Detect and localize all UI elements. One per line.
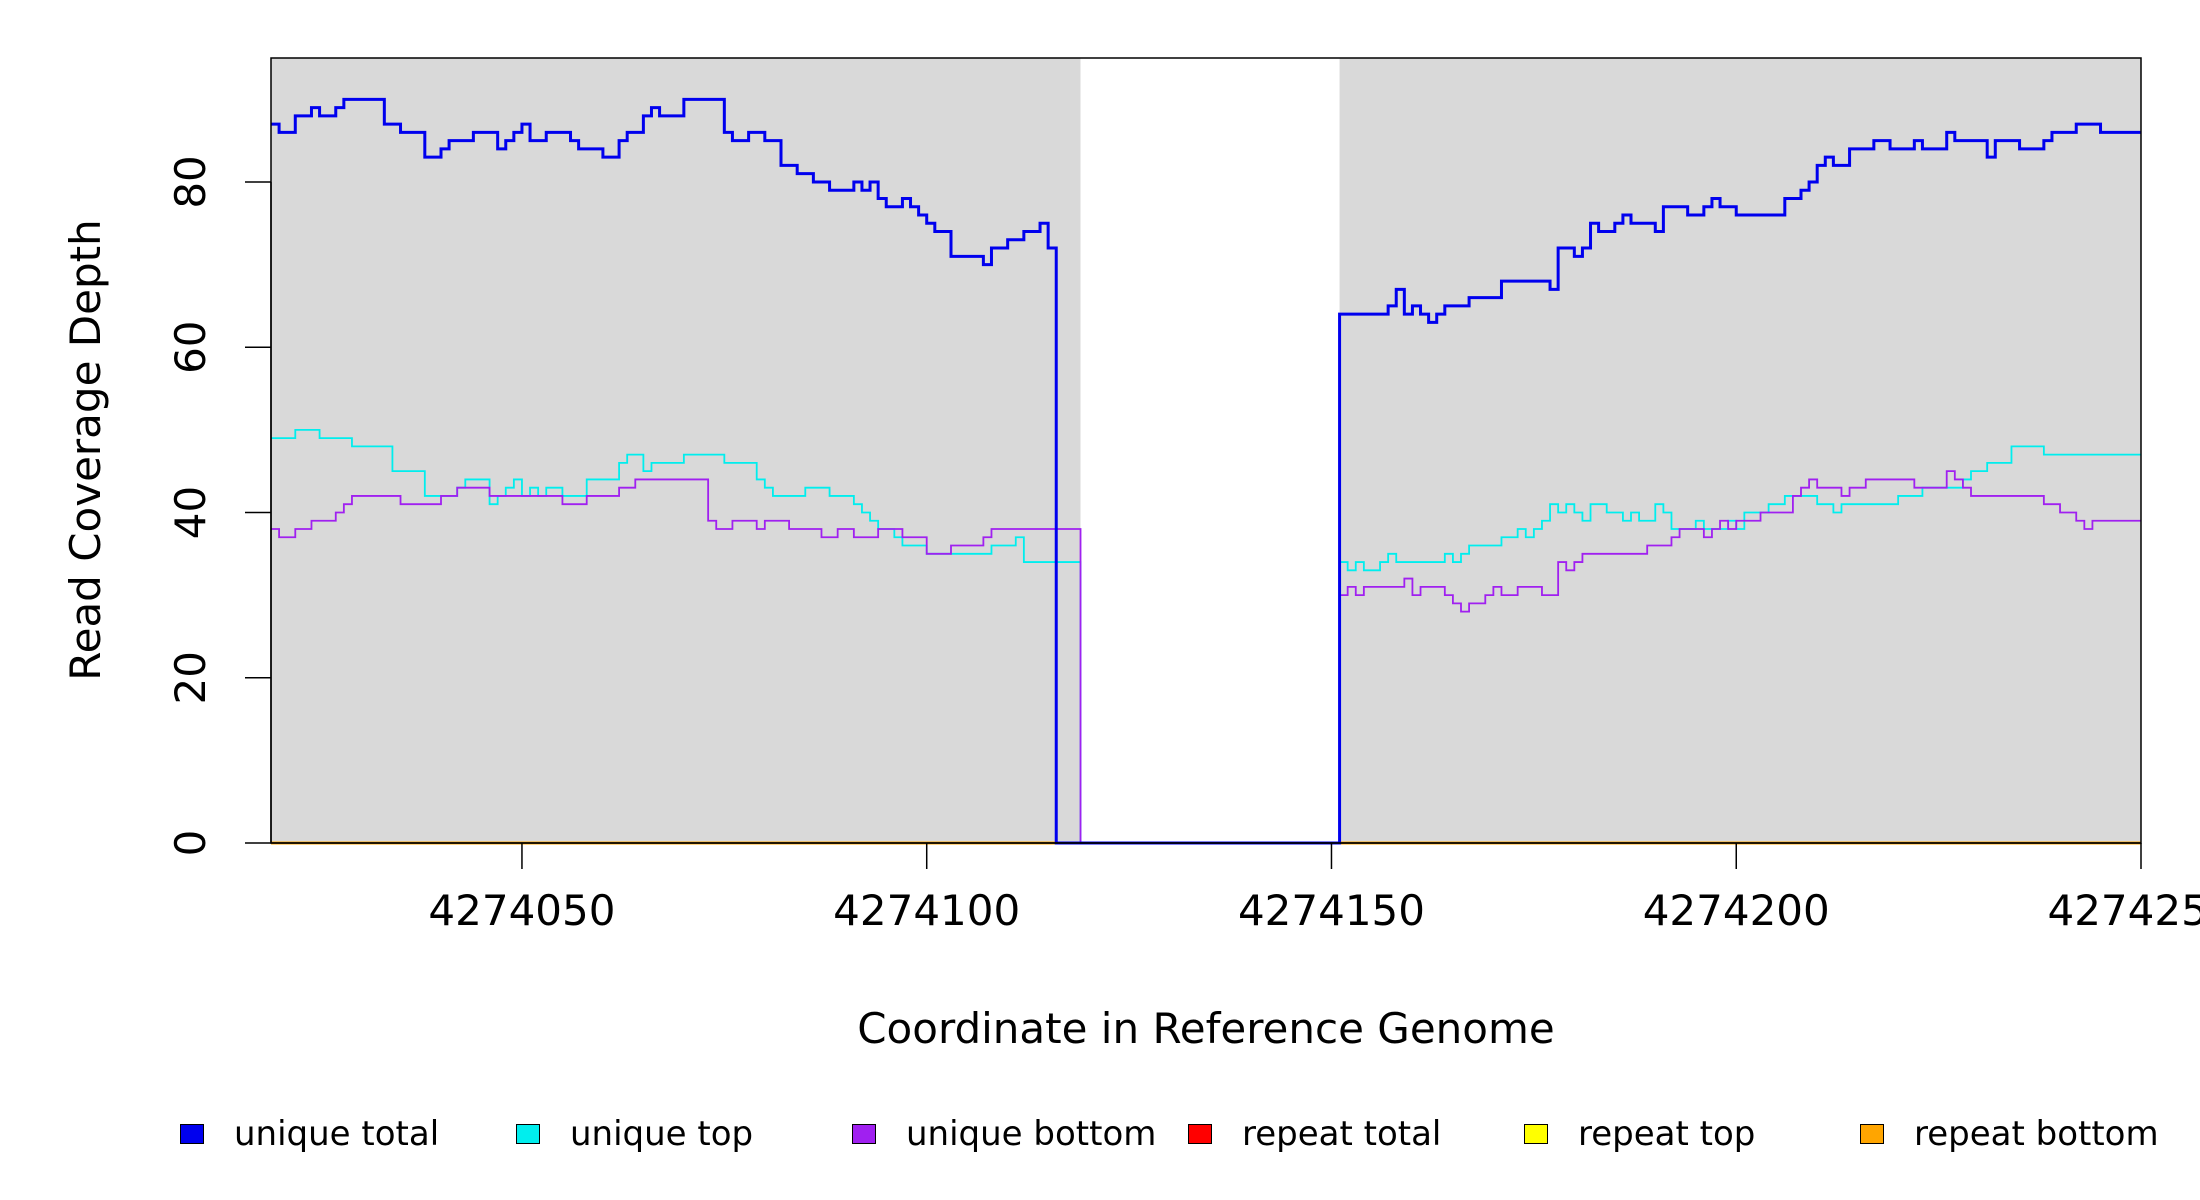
legend-label: repeat bottom: [1914, 1114, 2159, 1154]
x-tick-label: 4274200: [1643, 886, 1830, 935]
legend-label: unique top: [570, 1114, 754, 1154]
y-tick-label: 60: [166, 320, 215, 373]
legend-swatch: [852, 1124, 876, 1144]
legend-label: unique total: [234, 1114, 440, 1154]
y-tick-label: 80: [166, 155, 215, 208]
legend-item-unique-top: unique top: [516, 1112, 753, 1156]
legend-swatch: [1524, 1124, 1548, 1144]
legend-item-repeat-total: repeat total: [1188, 1112, 1441, 1156]
x-tick-label: 4274050: [428, 886, 615, 935]
y-tick-label: 0: [166, 830, 215, 857]
shaded-region: [1339, 58, 2141, 843]
y-tick-label: 40: [166, 486, 215, 539]
legend-swatch: [180, 1124, 204, 1144]
legend-item-repeat-bottom: repeat bottom: [1860, 1112, 2159, 1156]
legend-label: repeat top: [1578, 1114, 1756, 1154]
legend: unique total unique top unique bottom re…: [0, 1112, 2200, 1156]
x-tick-label: 4274100: [833, 886, 1020, 935]
legend-item-repeat-top: repeat top: [1524, 1112, 1755, 1156]
x-tick-label: 4274150: [1238, 886, 1425, 935]
legend-item-unique-bottom: unique bottom: [852, 1112, 1156, 1156]
series-line-unique-top: [271, 428, 2141, 844]
y-axis-label: Read Coverage Depth: [61, 219, 110, 680]
legend-label: repeat total: [1242, 1114, 1442, 1154]
x-axis-label: Coordinate in Reference Genome: [857, 1004, 1555, 1053]
legend-item-unique-total: unique total: [180, 1112, 439, 1156]
y-tick-label: 20: [166, 651, 215, 704]
plot-background: [271, 58, 2141, 843]
series-line-unique-total: [271, 97, 2141, 845]
legend-swatch: [516, 1124, 540, 1144]
legend-label: unique bottom: [906, 1114, 1157, 1154]
legend-swatch: [1860, 1124, 1884, 1144]
series-line-unique-bottom: [271, 470, 2141, 844]
y-axis: 0 20 40 60 80: [166, 155, 272, 857]
shaded-region: [271, 58, 1081, 843]
legend-swatch: [1188, 1124, 1212, 1144]
